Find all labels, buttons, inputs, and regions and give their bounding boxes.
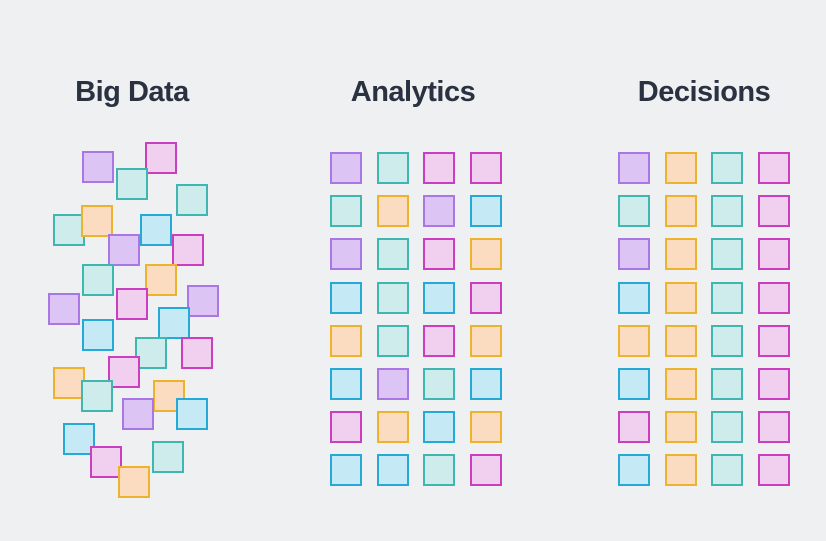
data-square-orange <box>81 205 113 237</box>
grid-square-blue <box>618 368 650 400</box>
data-square-teal <box>82 264 114 296</box>
grid-square-magenta <box>470 282 502 314</box>
grid-square-blue <box>330 368 362 400</box>
data-square-orange <box>118 466 150 498</box>
grid-square-teal <box>711 238 743 270</box>
data-square-blue <box>63 423 95 455</box>
grid-square-orange <box>470 238 502 270</box>
data-square-purple <box>82 151 114 183</box>
grid-square-blue <box>330 282 362 314</box>
grid-square-orange <box>665 325 697 357</box>
grid-square-teal <box>711 368 743 400</box>
grid-square-teal <box>377 325 409 357</box>
grid-square-orange <box>470 325 502 357</box>
grid-square-magenta <box>423 238 455 270</box>
grid-square-teal <box>423 454 455 486</box>
grid-square-magenta <box>423 152 455 184</box>
grid-square-magenta <box>758 454 790 486</box>
grid-square-orange <box>330 325 362 357</box>
grid-square-teal <box>711 411 743 443</box>
grid-square-magenta <box>470 454 502 486</box>
grid-square-teal <box>330 195 362 227</box>
data-square-purple <box>122 398 154 430</box>
grid-square-magenta <box>758 282 790 314</box>
data-square-orange <box>53 367 85 399</box>
grid-square-purple <box>330 238 362 270</box>
grid-square-magenta <box>758 411 790 443</box>
grid-square-magenta <box>758 238 790 270</box>
grid-square-blue <box>423 282 455 314</box>
grid-square-teal <box>711 195 743 227</box>
grid-square-blue <box>618 282 650 314</box>
data-square-teal <box>53 214 85 246</box>
data-square-teal <box>81 380 113 412</box>
data-square-orange <box>153 380 185 412</box>
grid-square-teal <box>377 238 409 270</box>
grid-square-orange <box>665 282 697 314</box>
data-square-teal <box>176 184 208 216</box>
grid-square-blue <box>618 454 650 486</box>
grid-square-magenta <box>423 325 455 357</box>
data-square-magenta <box>145 142 177 174</box>
grid-square-purple <box>618 152 650 184</box>
data-square-blue <box>140 214 172 246</box>
data-square-teal <box>135 337 167 369</box>
data-square-magenta <box>181 337 213 369</box>
grid-square-magenta <box>758 195 790 227</box>
data-square-magenta <box>116 288 148 320</box>
grid-square-teal <box>377 282 409 314</box>
grid-square-orange <box>377 411 409 443</box>
grid-square-blue <box>377 454 409 486</box>
data-square-purple <box>48 293 80 325</box>
grid-square-teal <box>618 195 650 227</box>
grid-square-teal <box>711 152 743 184</box>
grid-square-orange <box>665 152 697 184</box>
grid-square-teal <box>423 368 455 400</box>
data-square-blue <box>82 319 114 351</box>
grid-square-blue <box>423 411 455 443</box>
grid-square-magenta <box>330 411 362 443</box>
data-square-purple <box>187 285 219 317</box>
grid-square-teal <box>377 152 409 184</box>
grid-square-orange <box>665 238 697 270</box>
data-square-blue <box>176 398 208 430</box>
grid-square-magenta <box>618 411 650 443</box>
grid-square-magenta <box>758 325 790 357</box>
grid-square-teal <box>711 454 743 486</box>
grid-square-orange <box>665 368 697 400</box>
grid-square-purple <box>423 195 455 227</box>
grid-square-orange <box>377 195 409 227</box>
grid-square-magenta <box>758 368 790 400</box>
grid-square-orange <box>470 411 502 443</box>
decisions-title: Decisions <box>637 76 771 108</box>
data-square-blue <box>158 307 190 339</box>
grid-square-magenta <box>758 152 790 184</box>
grid-square-purple <box>618 238 650 270</box>
data-square-magenta <box>172 234 204 266</box>
grid-square-orange <box>665 454 697 486</box>
grid-square-purple <box>330 152 362 184</box>
grid-square-orange <box>665 411 697 443</box>
data-square-magenta <box>108 356 140 388</box>
grid-square-purple <box>377 368 409 400</box>
data-square-magenta <box>90 446 122 478</box>
data-square-teal <box>116 168 148 200</box>
grid-square-teal <box>711 282 743 314</box>
grid-square-blue <box>470 368 502 400</box>
big-data-title: Big Data <box>75 76 189 108</box>
analytics-title: Analytics <box>350 76 476 108</box>
grid-square-magenta <box>470 152 502 184</box>
grid-square-teal <box>711 325 743 357</box>
data-square-teal <box>152 441 184 473</box>
data-square-purple <box>108 234 140 266</box>
grid-square-orange <box>665 195 697 227</box>
grid-square-orange <box>618 325 650 357</box>
grid-square-blue <box>330 454 362 486</box>
data-square-orange <box>145 264 177 296</box>
grid-square-blue <box>470 195 502 227</box>
